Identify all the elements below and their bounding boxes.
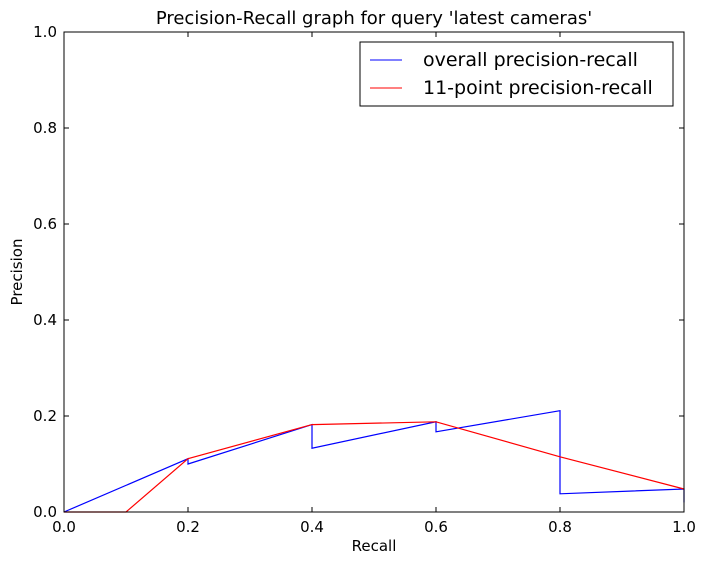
chart-title: Precision-Recall graph for query 'latest… <box>156 8 592 29</box>
y-tick-label: 0.2 <box>33 407 57 425</box>
legend: overall precision-recall 11-point precis… <box>359 41 674 107</box>
y-tick-label: 1.0 <box>33 23 57 41</box>
plot-frame <box>63 31 685 513</box>
y-tick-label: 0.6 <box>33 215 57 233</box>
y-tick-label: 0.4 <box>33 311 57 329</box>
series-layer <box>63 409 685 513</box>
x-tick-label: 1.0 <box>672 518 696 536</box>
y-tick-label: 0.8 <box>33 119 57 137</box>
legend-box <box>359 41 674 107</box>
legend-label-overall: overall precision-recall <box>423 49 638 71</box>
x-axis-label: Recall <box>352 537 397 555</box>
x-tick-label: 0.2 <box>176 518 200 536</box>
x-tick-label: 0.0 <box>52 518 76 536</box>
x-tick-label: 0.6 <box>424 518 448 536</box>
x-tick-label: 0.4 <box>300 518 324 536</box>
series-line-overall <box>63 409 685 513</box>
y-tick-label: 0.0 <box>33 503 57 521</box>
legend-label-11-point: 11-point precision-recall <box>423 77 653 99</box>
x-tick-label: 0.8 <box>548 518 572 536</box>
y-axis-label: Precision <box>8 239 26 306</box>
